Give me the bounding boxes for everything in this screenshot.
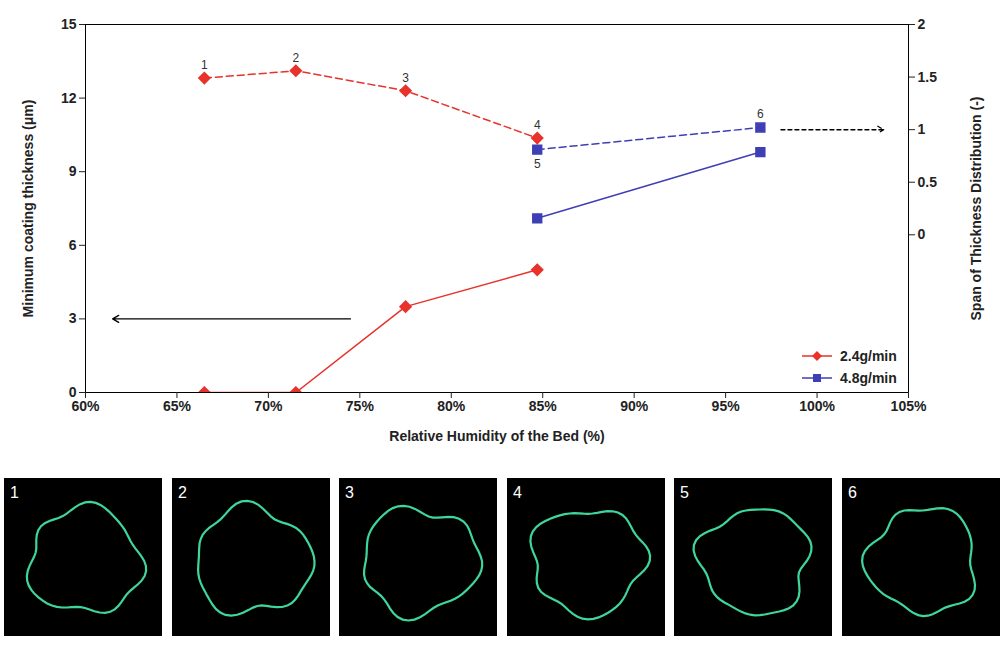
- svg-text:2: 2: [918, 16, 926, 32]
- svg-text:105%: 105%: [891, 398, 927, 414]
- svg-text:1.5: 1.5: [918, 69, 938, 85]
- svg-text:6: 6: [69, 237, 77, 253]
- svg-text:70%: 70%: [254, 398, 283, 414]
- svg-text:3: 3: [69, 310, 77, 326]
- svg-text:Minimum coating thickness (μm): Minimum coating thickness (μm): [20, 100, 36, 318]
- svg-text:12: 12: [61, 90, 77, 106]
- svg-text:6: 6: [848, 484, 857, 501]
- svg-text:3: 3: [345, 484, 354, 501]
- svg-text:0.5: 0.5: [918, 174, 938, 190]
- svg-text:90%: 90%: [620, 398, 649, 414]
- svg-text:80%: 80%: [437, 398, 466, 414]
- html-text:2.4g/min: 2.4g/min: [840, 348, 897, 364]
- svg-text:75%: 75%: [346, 398, 375, 414]
- svg-text:6: 6: [757, 107, 764, 121]
- svg-text:Span of Thickness Distribution: Span of Thickness Distribution (-): [968, 96, 984, 320]
- svg-text:2: 2: [292, 51, 299, 65]
- svg-text:1: 1: [201, 58, 208, 72]
- svg-text:0: 0: [69, 384, 77, 400]
- html-text:4.8g/min: 4.8g/min: [840, 370, 897, 386]
- svg-text:0: 0: [918, 226, 926, 242]
- svg-text:5: 5: [680, 484, 689, 501]
- svg-text:4: 4: [534, 118, 541, 132]
- svg-text:1: 1: [918, 121, 926, 137]
- svg-text:9: 9: [69, 163, 77, 179]
- svg-text:60%: 60%: [71, 398, 100, 414]
- svg-text:2: 2: [178, 484, 187, 501]
- svg-text:15: 15: [61, 16, 77, 32]
- svg-text:3: 3: [402, 71, 409, 85]
- svg-text:65%: 65%: [163, 398, 192, 414]
- svg-text:100%: 100%: [799, 398, 835, 414]
- svg-text:4: 4: [513, 484, 522, 501]
- svg-text:95%: 95%: [712, 398, 741, 414]
- svg-text:5: 5: [534, 157, 541, 171]
- svg-text:Relative Humidity of the Bed (: Relative Humidity of the Bed (%): [389, 428, 604, 444]
- svg-text:1: 1: [10, 484, 19, 501]
- svg-text:85%: 85%: [529, 398, 558, 414]
